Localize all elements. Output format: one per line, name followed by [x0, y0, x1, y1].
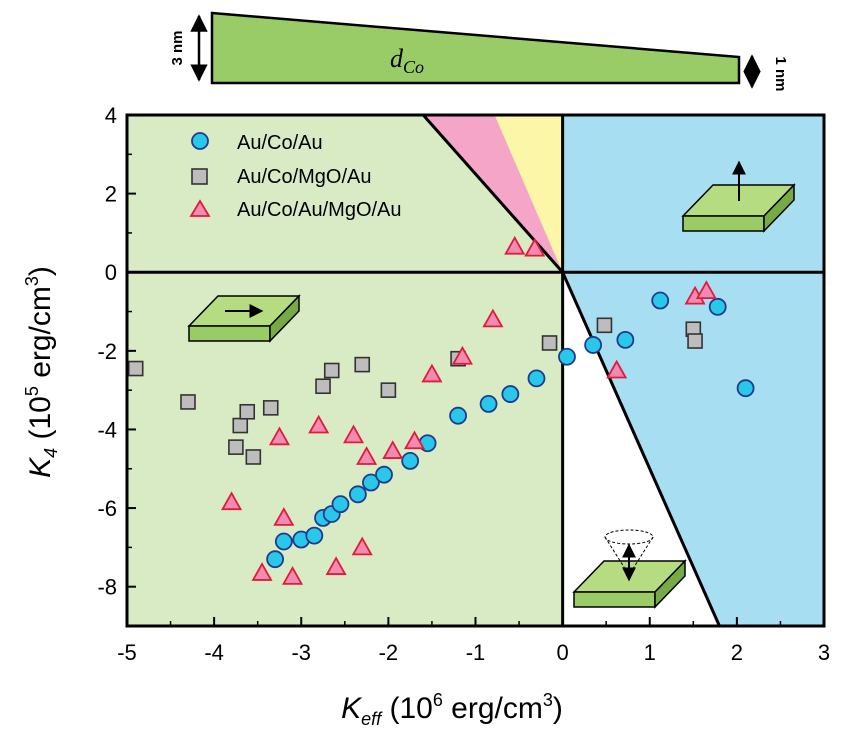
point-circle-3 [305, 526, 324, 545]
legend-circle-marker [191, 132, 209, 150]
legend-triangle-marker [189, 199, 211, 217]
point-square-5 [245, 449, 262, 465]
phase-boundaries [127, 114, 824, 627]
point-circle-18 [616, 330, 635, 349]
point-circle-12 [449, 406, 467, 425]
y-tick-label: -8 [97, 575, 117, 600]
x-tick-label: -1 [466, 640, 486, 665]
y-tick-label: -4 [97, 417, 117, 442]
point-triangle-19 [695, 280, 717, 299]
y-tick-label: 0 [105, 260, 117, 285]
point-triangle-15 [504, 235, 526, 255]
y-tick-label: 2 [105, 182, 117, 207]
point-triangle-0 [221, 491, 243, 511]
point-square-3 [232, 417, 249, 434]
y-tick-label: 4 [105, 103, 117, 128]
legend-label: Au/Co/Au/MgO/Au [237, 199, 402, 221]
point-circle-9 [375, 465, 393, 484]
x-axis-label: Keff (106 erg/cm3) [341, 690, 563, 729]
left-thickness-label: 3 nm [169, 30, 186, 65]
point-triangle-14 [482, 308, 504, 328]
legend-label: Au/Co/MgO/Au [237, 166, 372, 188]
point-triangle-13 [451, 345, 473, 365]
point-triangle-4 [281, 566, 304, 585]
point-triangle-8 [351, 536, 373, 556]
point-square-12 [541, 335, 558, 351]
x-tick-label: -2 [379, 640, 399, 665]
point-triangle-3 [273, 507, 295, 526]
point-circle-17 [584, 336, 603, 354]
thickness-wedge: dCo 3 nm 1 nm [169, 11, 789, 92]
point-square-10 [380, 382, 397, 398]
point-triangle-5 [308, 414, 330, 434]
point-triangle-17 [606, 359, 628, 379]
point-circle-19 [651, 291, 670, 310]
point-circle-15 [527, 369, 546, 388]
point-triangle-12 [421, 363, 443, 383]
axes: -5 -4 -3 -2 -1 0 1 2 3 4 2 0 -2 -4 -6 -8 [97, 103, 830, 665]
point-square-15 [687, 333, 703, 349]
point-circle-21 [736, 379, 755, 398]
point-circle-10 [401, 452, 420, 470]
point-triangle-11 [403, 430, 426, 450]
x-tick-label: 2 [731, 640, 743, 665]
point-circle-1 [274, 532, 293, 551]
point-square-9 [354, 356, 371, 373]
point-circle-16 [558, 347, 576, 366]
x-tick-label: -4 [204, 640, 224, 665]
legend-square-marker [191, 168, 208, 185]
point-triangle-2 [268, 426, 291, 446]
point-circle-7 [348, 485, 367, 504]
wedge-label: dCo [390, 44, 424, 77]
point-square-0 [127, 360, 144, 377]
point-circle-13 [479, 395, 498, 413]
x-tick-label: -3 [291, 640, 311, 665]
point-triangle-10 [382, 440, 404, 459]
legend-entry-au-co-mgo-au: Au/Co/MgO/Au [191, 166, 372, 188]
point-triangle-6 [325, 556, 347, 575]
x-tick-label: -5 [117, 640, 137, 665]
perpendicular-region-upper [562, 115, 824, 273]
x-tick-label: 1 [644, 640, 656, 665]
point-square-8 [323, 362, 340, 379]
legend-label: Au/Co/Au [237, 132, 323, 154]
point-circle-8 [362, 473, 380, 492]
point-square-6 [262, 400, 279, 416]
point-square-1 [180, 394, 196, 410]
y-axis-label: K4 (105 erg/cm3) [22, 266, 61, 478]
point-square-7 [315, 378, 331, 395]
point-circle-14 [501, 385, 520, 403]
point-triangle-9 [356, 446, 378, 465]
point-triangle-7 [342, 424, 365, 444]
data-markers [127, 235, 755, 585]
canted-film-icon [572, 529, 687, 609]
x-tick-label: 3 [818, 640, 830, 665]
y-tick-label: -2 [97, 339, 117, 364]
wedge-shape [210, 11, 741, 85]
boundary-line-1 [561, 271, 721, 627]
point-square-4 [239, 403, 256, 420]
perpendicular-region-lower [562, 272, 824, 626]
yellow-region [494, 115, 563, 273]
point-square-13 [596, 317, 613, 334]
point-triangle-16 [524, 237, 546, 257]
legend-entry-au-co-au-mgo-au: Au/Co/Au/MgO/Au [189, 199, 402, 221]
point-circle-0 [266, 550, 285, 569]
y-tick-label: -6 [97, 496, 117, 521]
in-plane-film-icon [187, 294, 301, 343]
right-thickness-label: 1 nm [772, 56, 789, 91]
point-triangle-1 [251, 562, 273, 581]
x-tick-label: 0 [557, 640, 569, 665]
point-circle-6 [331, 495, 350, 514]
legend: Au/Co/Au Au/Co/MgO/Au Au/Co/Au/MgO/Au [189, 132, 402, 221]
legend-entry-au-co-au: Au/Co/Au [191, 132, 323, 154]
boundary-line-0 [422, 114, 564, 274]
point-circle-20 [708, 297, 727, 316]
point-square-2 [228, 439, 244, 455]
perpendicular-film-icon [681, 160, 796, 233]
